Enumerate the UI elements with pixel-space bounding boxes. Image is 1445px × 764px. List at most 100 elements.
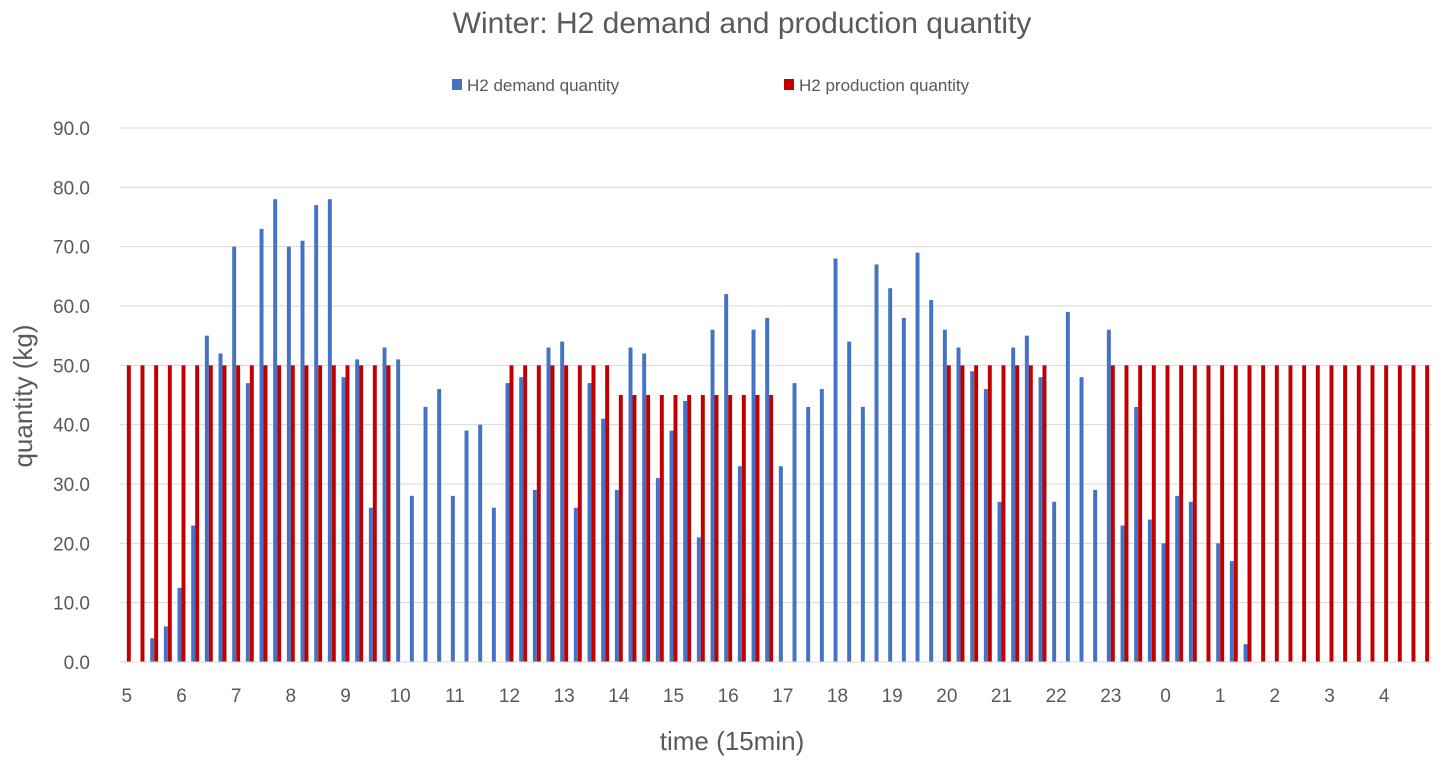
bar-demand (1106, 329, 1111, 662)
bar-production (1329, 365, 1334, 662)
bar-demand (942, 329, 947, 662)
bar-production (1425, 365, 1430, 662)
bar-demand (601, 418, 606, 662)
y-tick-label: 40.0 (53, 416, 90, 437)
bar-demand (1079, 377, 1084, 662)
bar-production (1370, 365, 1375, 662)
bar-production (140, 365, 145, 662)
bar-demand (327, 199, 332, 662)
x-tick-label: 11 (445, 686, 465, 707)
bar-demand (655, 478, 660, 662)
bar-production (181, 365, 186, 662)
bar-demand (355, 359, 360, 662)
bar-demand (286, 246, 291, 663)
bar-demand (218, 353, 223, 662)
bar-production (195, 365, 200, 662)
legend-label-production: H2 production quantity (799, 76, 970, 95)
bar-demand (1243, 644, 1248, 662)
bar-demand (1038, 377, 1043, 662)
bar-demand (929, 300, 934, 662)
bar-production (550, 365, 555, 662)
bar-production (659, 395, 664, 662)
bar-demand (956, 347, 961, 662)
bar-demand (204, 335, 209, 662)
x-tick-label: 23 (1100, 686, 1121, 707)
x-tick-label: 5 (122, 686, 133, 707)
bar-production (741, 395, 746, 662)
bar-demand (642, 353, 647, 662)
bar-production (1124, 365, 1129, 662)
bar-demand (970, 371, 975, 662)
x-tick-label: 19 (882, 686, 903, 707)
bar-demand (1093, 489, 1098, 662)
bar-production (1179, 365, 1184, 662)
bar-demand (245, 383, 250, 662)
bar-demand (696, 537, 701, 662)
bar-production (1397, 365, 1402, 662)
bar-demand (614, 489, 619, 662)
bar-demand (259, 228, 264, 662)
bar-demand (1024, 335, 1029, 662)
bar-demand (1011, 347, 1016, 662)
y-tick-label: 0.0 (64, 653, 90, 674)
bar-demand (737, 466, 742, 662)
bar-production (987, 365, 992, 662)
bar-production (700, 395, 705, 662)
bar-demand (450, 495, 455, 662)
bar-demand (423, 406, 428, 662)
bar-demand (806, 406, 811, 662)
bar-production (1247, 365, 1252, 662)
bar-production (1343, 365, 1348, 662)
bar-demand (1216, 543, 1221, 662)
bar-production (1288, 365, 1293, 662)
bar-production (386, 365, 391, 662)
bar-production (960, 365, 965, 662)
bar-demand (491, 507, 496, 662)
bar-demand (163, 626, 168, 662)
bar-production (673, 395, 678, 662)
bar-demand (396, 359, 401, 662)
y-tick-label: 10.0 (53, 594, 90, 615)
bar-demand (314, 205, 319, 662)
x-tick-label: 10 (390, 686, 411, 707)
x-tick-label: 3 (1324, 686, 1335, 707)
bar-production (1015, 365, 1020, 662)
bar-demand (150, 638, 155, 662)
bar-production (974, 365, 979, 662)
bar-production (1042, 365, 1047, 662)
bar-demand (765, 317, 770, 662)
bar-production (591, 365, 596, 662)
bar-demand (888, 288, 893, 662)
bar-demand (778, 466, 783, 662)
bar-demand (1147, 519, 1152, 662)
bar-demand (628, 347, 633, 662)
bar-demand (901, 317, 906, 662)
bar-production (536, 365, 541, 662)
bar-production (1192, 365, 1197, 662)
bar-production (1151, 365, 1156, 662)
bar-production (359, 365, 364, 662)
x-tick-label: 13 (554, 686, 575, 707)
bar-production (304, 365, 309, 662)
bar-demand (1134, 406, 1139, 662)
x-tick-label: 7 (231, 686, 242, 707)
y-tick-label: 80.0 (53, 178, 90, 199)
bar-demand (1229, 561, 1234, 662)
y-axis-ticks: 0.0 10.0 20.0 30.0 40.0 50.0 60.0 70.0 80.0 90.0 (53, 119, 90, 674)
bar-production (1274, 365, 1279, 662)
bar-demand (915, 252, 920, 662)
bar-production (277, 365, 282, 662)
x-tick-label: 12 (499, 686, 520, 707)
bar-demand (983, 389, 988, 662)
x-axis-ticks: 5 6 7 8 9 10 11 12 13 14 15 16 17 18 19 20 21 22 23 0 1 2 3 4 (122, 686, 1390, 707)
bar-production (154, 365, 159, 662)
bar-production (1001, 365, 1006, 662)
bar-production (236, 365, 241, 662)
bar-demand (478, 424, 483, 662)
bar-production (755, 395, 760, 662)
bar-production (345, 365, 350, 662)
y-tick-label: 60.0 (53, 297, 90, 318)
bar-demand (819, 389, 824, 662)
bar-production (1384, 365, 1389, 662)
